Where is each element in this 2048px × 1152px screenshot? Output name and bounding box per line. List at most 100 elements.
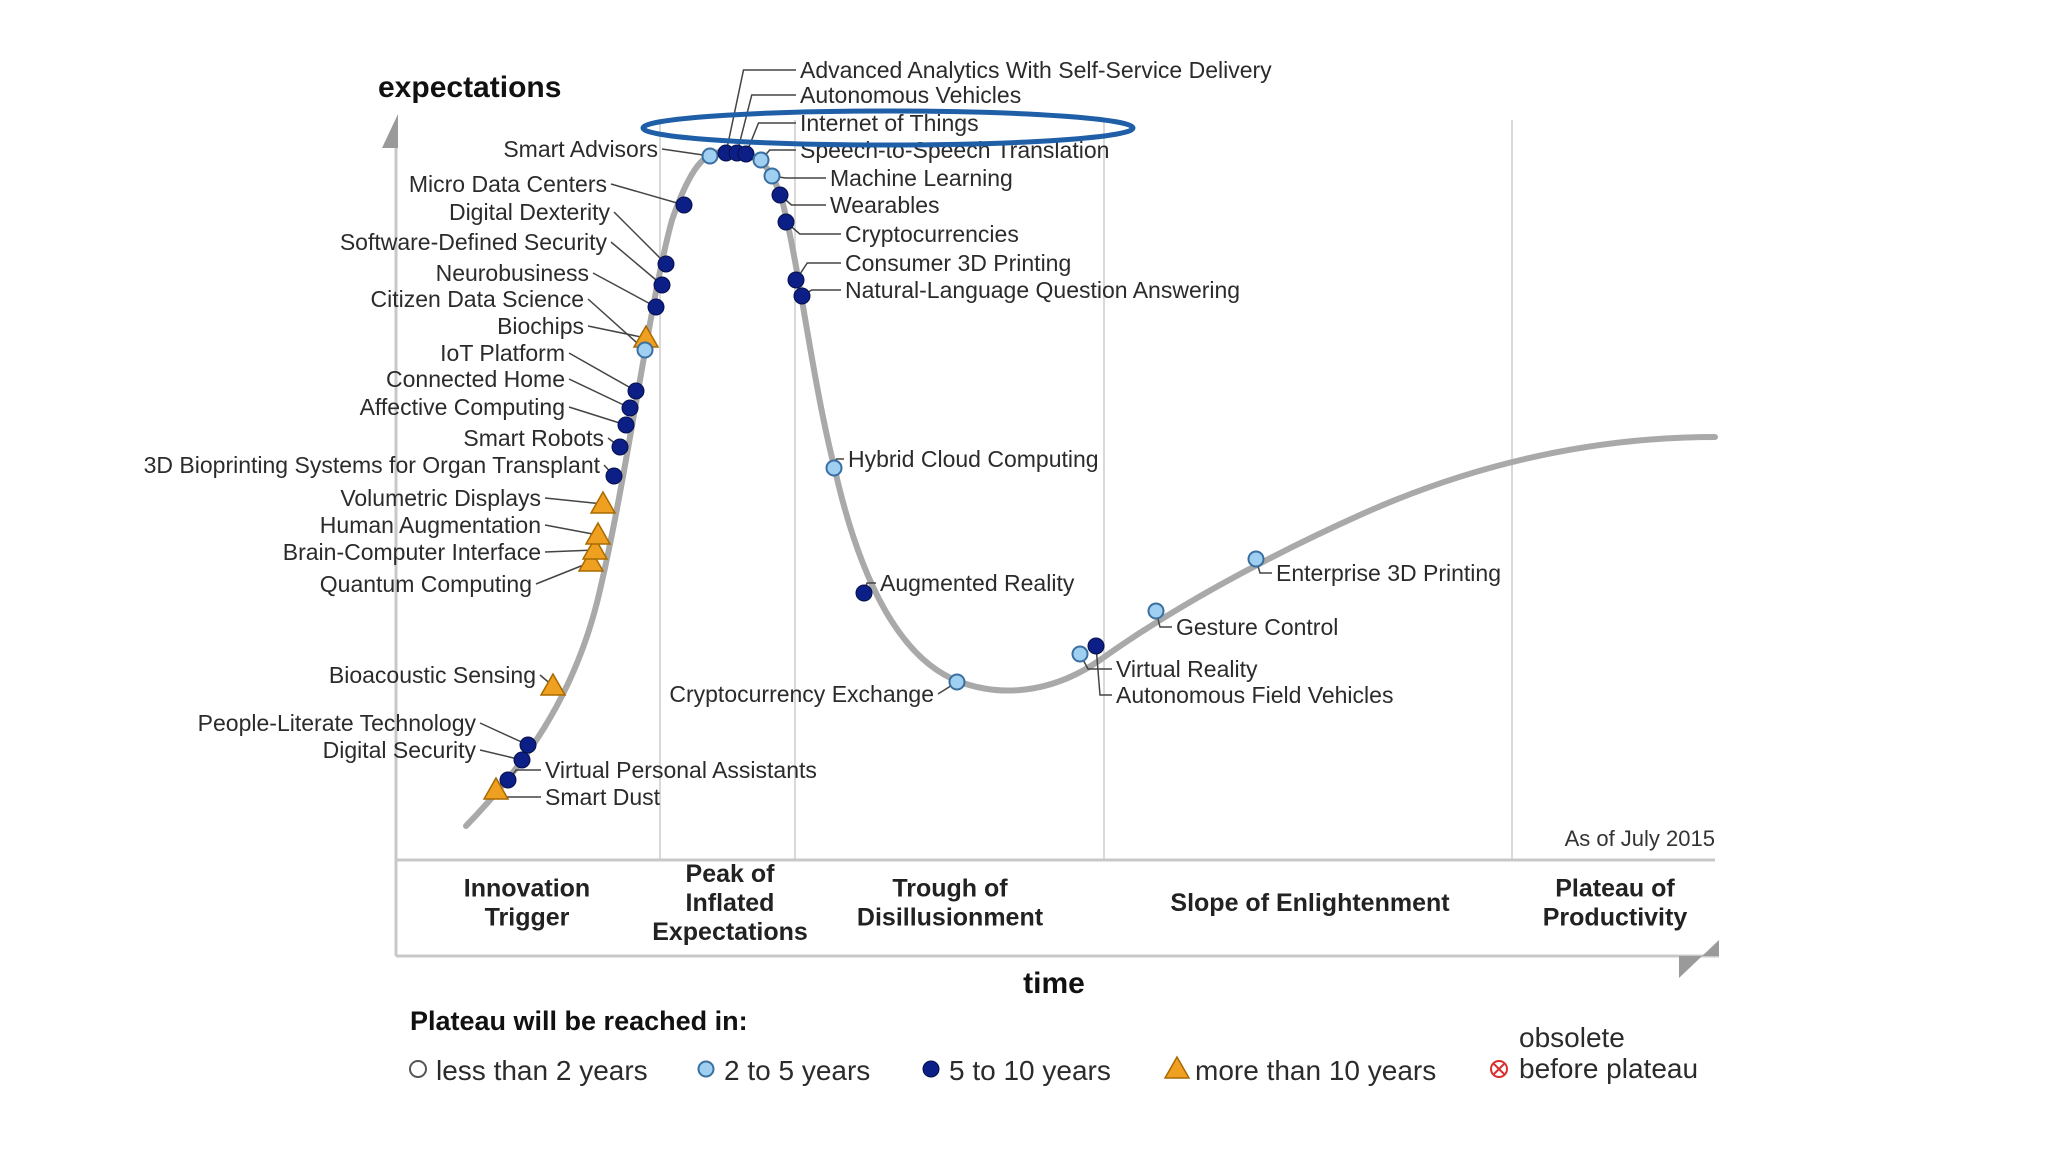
legend-marker-lt2 xyxy=(409,1060,427,1078)
y-axis-arrow xyxy=(382,114,398,148)
leader-micro-data-centers xyxy=(610,183,685,206)
y-axis-label: expectations xyxy=(378,71,561,104)
leader-autonomous-field-vehicles xyxy=(1095,645,1112,696)
tech-label-autonomous-vehicles: Autonomous Vehicles xyxy=(800,82,1021,108)
leader-brain-computer-interface xyxy=(544,549,596,553)
tech-label-virtual-reality: Virtual Reality xyxy=(1116,656,1258,682)
marker-cryptocurrency-exchange xyxy=(948,673,966,691)
legend-marker-gt10 xyxy=(1163,1055,1191,1079)
marker-hybrid-cloud-computing xyxy=(825,459,843,477)
tech-label-machine-learning: Machine Learning xyxy=(830,165,1013,191)
marker-consumer-3d-printing xyxy=(787,271,805,289)
legend: Plateau will be reached in: less than 2 y… xyxy=(409,1006,1698,1086)
tech-label-digital-dexterity: Digital Dexterity xyxy=(449,199,611,225)
tech-label-bioacoustic-sensing: Bioacoustic Sensing xyxy=(329,662,536,688)
tech-label-cryptocurrency-exchange: Cryptocurrency Exchange xyxy=(669,681,934,707)
marker-wearables xyxy=(771,186,789,204)
as-of-note: As of July 2015 xyxy=(1565,826,1715,851)
marker-neurobusiness xyxy=(647,298,665,316)
marker-smart-dust xyxy=(482,776,510,800)
marker-augmented-reality xyxy=(855,584,873,602)
tech-label-affective-computing: Affective Computing xyxy=(360,394,565,420)
leader-autonomous-vehicles xyxy=(736,94,796,154)
tech-label-autonomous-field-vehicles: Autonomous Field Vehicles xyxy=(1116,682,1393,708)
phase-label-trough: Trough of Disillusionment xyxy=(857,875,1044,932)
tech-label-biochips: Biochips xyxy=(497,313,584,339)
tech-label-wearables: Wearables xyxy=(830,192,940,218)
leader-neurobusiness xyxy=(592,272,657,308)
marker-autonomous-field-vehicles xyxy=(1087,637,1105,655)
tech-label-citizen-data-science: Citizen Data Science xyxy=(371,286,585,312)
leader-connected-home xyxy=(568,378,631,409)
legend-title: Plateau will be reached in: xyxy=(410,1006,748,1036)
marker-human-augmentation xyxy=(584,521,612,545)
marker-people-literate-technology xyxy=(519,736,537,754)
phase-label-plateau: Plateau of Productivity xyxy=(1543,875,1688,932)
tech-label-virtual-personal-assistants: Virtual Personal Assistants xyxy=(545,757,817,783)
tech-label-smart-dust: Smart Dust xyxy=(545,784,661,810)
legend-label-obsolete: obsolete before plateau xyxy=(1519,1022,1698,1084)
marker-virtual-reality xyxy=(1071,645,1089,663)
marker-brain-computer-interface xyxy=(581,536,609,560)
leader-people-literate-technology xyxy=(479,722,529,746)
marker-smart-advisors xyxy=(701,147,719,165)
tech-label-digital-security: Digital Security xyxy=(323,737,477,763)
leader-lines xyxy=(479,69,1272,798)
x-axis-label: time xyxy=(1023,967,1085,1000)
tech-label-consumer-3d-printing: Consumer 3D Printing xyxy=(845,250,1071,276)
tech-label-people-literate-technology: People-Literate Technology xyxy=(198,710,477,736)
leader-biochips xyxy=(587,325,647,339)
marker-digital-dexterity xyxy=(657,255,675,273)
marker-digital-security xyxy=(513,751,531,769)
marker-connected-home xyxy=(621,399,639,417)
leader-software-defined-security xyxy=(610,241,663,286)
legend-marker-2to5 xyxy=(697,1060,715,1078)
leader-citizen-data-science xyxy=(587,298,646,351)
tech-label-brain-computer-interface: Brain-Computer Interface xyxy=(283,539,541,565)
marker-natural-language-question-answering xyxy=(793,287,811,305)
marker-gesture-control xyxy=(1147,602,1165,620)
tech-label-3d-bioprinting-systems-for-organ-transplant: 3D Bioprinting Systems for Organ Transpl… xyxy=(144,452,601,478)
marker-3d-bioprinting-systems-for-organ-transplant xyxy=(605,467,623,485)
axes xyxy=(382,114,1719,978)
marker-internet-of-things xyxy=(737,145,755,163)
x-axis-arrow xyxy=(1679,940,1719,978)
tech-label-human-augmentation: Human Augmentation xyxy=(320,512,541,538)
marker-iot-platform xyxy=(627,382,645,400)
legend-label-lt2: less than 2 years xyxy=(436,1055,648,1086)
leader-human-augmentation xyxy=(544,524,599,536)
hype-curve xyxy=(463,148,1718,829)
legend-label-2to5: 2 to 5 years xyxy=(724,1055,870,1086)
tech-label-volumetric-displays: Volumetric Displays xyxy=(340,485,541,511)
marker-micro-data-centers xyxy=(675,196,693,214)
leader-volumetric-displays xyxy=(544,497,604,505)
marker-volumetric-displays xyxy=(589,490,617,514)
highlight-ellipse xyxy=(640,108,1136,148)
phase-dividers xyxy=(659,120,1513,860)
legend-marker-5to10 xyxy=(922,1060,940,1078)
marker-virtual-personal-assistants xyxy=(499,771,517,789)
leader-iot-platform xyxy=(568,352,637,392)
tech-label-smart-advisors: Smart Advisors xyxy=(503,136,658,162)
leader-advanced-analytics-with-self-service-delivery xyxy=(725,69,796,154)
tech-label-smart-robots: Smart Robots xyxy=(463,425,604,451)
legend-label-gt10: more than 10 years xyxy=(1195,1055,1436,1086)
tech-label-augmented-reality: Augmented Reality xyxy=(880,570,1075,596)
tech-label-advanced-analytics-with-self-service-delivery: Advanced Analytics With Self-Service Del… xyxy=(800,57,1272,83)
legend-label-5to10: 5 to 10 years xyxy=(949,1055,1111,1086)
marker-enterprise-3d-printing xyxy=(1247,550,1265,568)
tech-label-quantum-computing: Quantum Computing xyxy=(320,571,532,597)
phase-label-slope: Slope of Enlightenment xyxy=(1170,889,1450,917)
legend-marker-obsolete xyxy=(1490,1060,1508,1078)
tech-label-micro-data-centers: Micro Data Centers xyxy=(409,171,607,197)
tech-label-internet-of-things: Internet of Things xyxy=(800,110,979,136)
tech-label-cryptocurrencies: Cryptocurrencies xyxy=(845,221,1019,247)
phase-label-peak: Peak of Inflated Expectations xyxy=(652,860,808,946)
leader-digital-dexterity xyxy=(613,211,667,265)
tech-label-neurobusiness: Neurobusiness xyxy=(436,260,589,286)
phase-label-innovation: Innovation Trigger xyxy=(464,875,590,932)
tech-label-connected-home: Connected Home xyxy=(386,366,565,392)
marker-cryptocurrencies xyxy=(777,213,795,231)
